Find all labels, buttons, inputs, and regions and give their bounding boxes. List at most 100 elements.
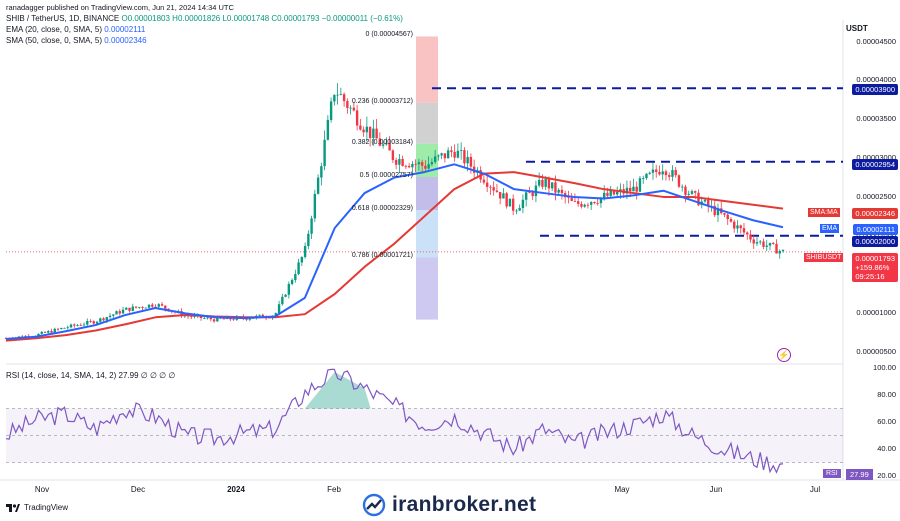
time-axis-tick: Nov	[34, 485, 50, 494]
candle-body	[746, 232, 749, 235]
rsi-legend[interactable]: RSI (14, close, 14, SMA, 14, 2) 27.99 ∅ …	[6, 371, 175, 380]
candle-body	[518, 208, 521, 211]
candle-body	[544, 179, 547, 187]
candle-body	[557, 189, 560, 193]
rsi-axis-tick: 100.00	[873, 363, 896, 372]
candle-body	[433, 156, 437, 163]
candle-body	[567, 197, 570, 199]
candle-body	[655, 169, 658, 172]
tradingview-icon	[6, 503, 20, 512]
candle-body	[576, 201, 580, 204]
candle-body	[687, 193, 690, 195]
rsi-pane	[5, 368, 843, 474]
fib-zone	[416, 257, 438, 320]
candle-body	[443, 153, 447, 159]
tradingview-logo[interactable]: TradingView	[6, 503, 68, 512]
rsi-last-label: 27.99	[846, 469, 873, 480]
candle-body	[541, 179, 544, 187]
candle-body	[404, 165, 408, 167]
candle-body	[596, 203, 599, 204]
candle-body	[151, 304, 154, 307]
candle-body	[316, 177, 320, 194]
candle-body	[762, 241, 765, 247]
candle-body	[437, 155, 440, 157]
candle-body	[37, 333, 40, 337]
candle-body	[450, 150, 453, 152]
candle-body	[411, 163, 414, 168]
candle-body	[739, 225, 742, 229]
candle-body	[502, 193, 505, 199]
candle-body	[642, 178, 645, 179]
candle-body	[658, 171, 661, 175]
candle-body	[323, 139, 326, 167]
candle-body	[485, 182, 489, 187]
candle-body	[531, 192, 534, 197]
candle-body	[759, 241, 762, 243]
candle-body	[414, 163, 417, 165]
candle-body	[781, 249, 785, 251]
ema-price-label: 0.00002111	[853, 224, 898, 235]
symbol-title[interactable]: SHIB / TetherUS, 1D, BINANCE	[6, 14, 120, 23]
candle-body	[76, 325, 79, 326]
candle-body	[684, 186, 687, 195]
candle-body	[144, 307, 147, 309]
candle-body	[645, 173, 648, 179]
candle-body	[128, 307, 131, 311]
candle-body	[690, 191, 694, 194]
candle-body	[560, 189, 564, 194]
iranbroker-icon	[362, 493, 386, 517]
candle-body	[430, 162, 434, 165]
fib-level-label: 0.786 (0.00001721)	[351, 252, 413, 260]
candle-body	[63, 327, 66, 329]
candle-body	[346, 101, 349, 108]
candle-body	[115, 311, 118, 315]
candle-body	[664, 171, 668, 176]
candle-body	[89, 321, 92, 322]
candle-body	[638, 178, 642, 192]
fib-level-label: 0.236 (0.00003712)	[351, 97, 413, 105]
lightning-icon[interactable]: ⚡	[777, 348, 791, 362]
candle-body	[612, 190, 616, 195]
symbol-tag: SHIBUSDT	[804, 253, 844, 262]
candle-body	[300, 257, 304, 263]
ema-legend[interactable]: EMA (20, close, 0, SMA, 5) 0.00002111	[6, 25, 145, 34]
candle-body	[216, 317, 219, 322]
candle-body	[768, 242, 772, 246]
candle-body	[482, 179, 486, 183]
fib-zone	[416, 143, 438, 177]
candle-body	[420, 162, 424, 166]
candle-body	[583, 204, 586, 207]
candle-body	[147, 304, 151, 308]
candle-body	[671, 170, 674, 177]
candle-body	[368, 126, 372, 138]
time-axis-tick: Jul	[809, 485, 821, 494]
candle-body	[417, 162, 421, 165]
candle-body	[303, 246, 307, 258]
candle-body	[729, 219, 733, 222]
tradingview-text: TradingView	[24, 503, 69, 512]
time-axis-tick: Jun	[709, 485, 723, 494]
price-axis-tick: 0.00001000	[856, 308, 896, 318]
currency-label[interactable]: USDT	[846, 24, 868, 33]
last-price-pct: +159.86%	[855, 263, 890, 272]
candle-body	[274, 313, 278, 316]
candle-body	[765, 245, 768, 247]
candle-body	[206, 317, 209, 319]
fib-zone	[416, 210, 438, 258]
sma-legend[interactable]: SMA (50, close, 0, SMA, 5) 0.00002346	[6, 36, 147, 45]
price-axis-tick: 0.00004500	[856, 36, 896, 46]
time-axis-tick: Feb	[327, 485, 341, 494]
candle-body	[391, 150, 395, 161]
candle-body	[554, 182, 557, 193]
candle-body	[742, 228, 746, 233]
level-2000-label: 0.00002000	[852, 236, 898, 247]
rsi-axis-tick: 40.00	[877, 444, 896, 453]
candle-body	[102, 318, 105, 321]
candle-body	[209, 317, 213, 320]
candle-body	[593, 202, 596, 204]
candle-body	[86, 321, 89, 325]
candle-body	[349, 107, 352, 109]
candle-body	[53, 328, 56, 333]
candle-body	[125, 307, 128, 310]
